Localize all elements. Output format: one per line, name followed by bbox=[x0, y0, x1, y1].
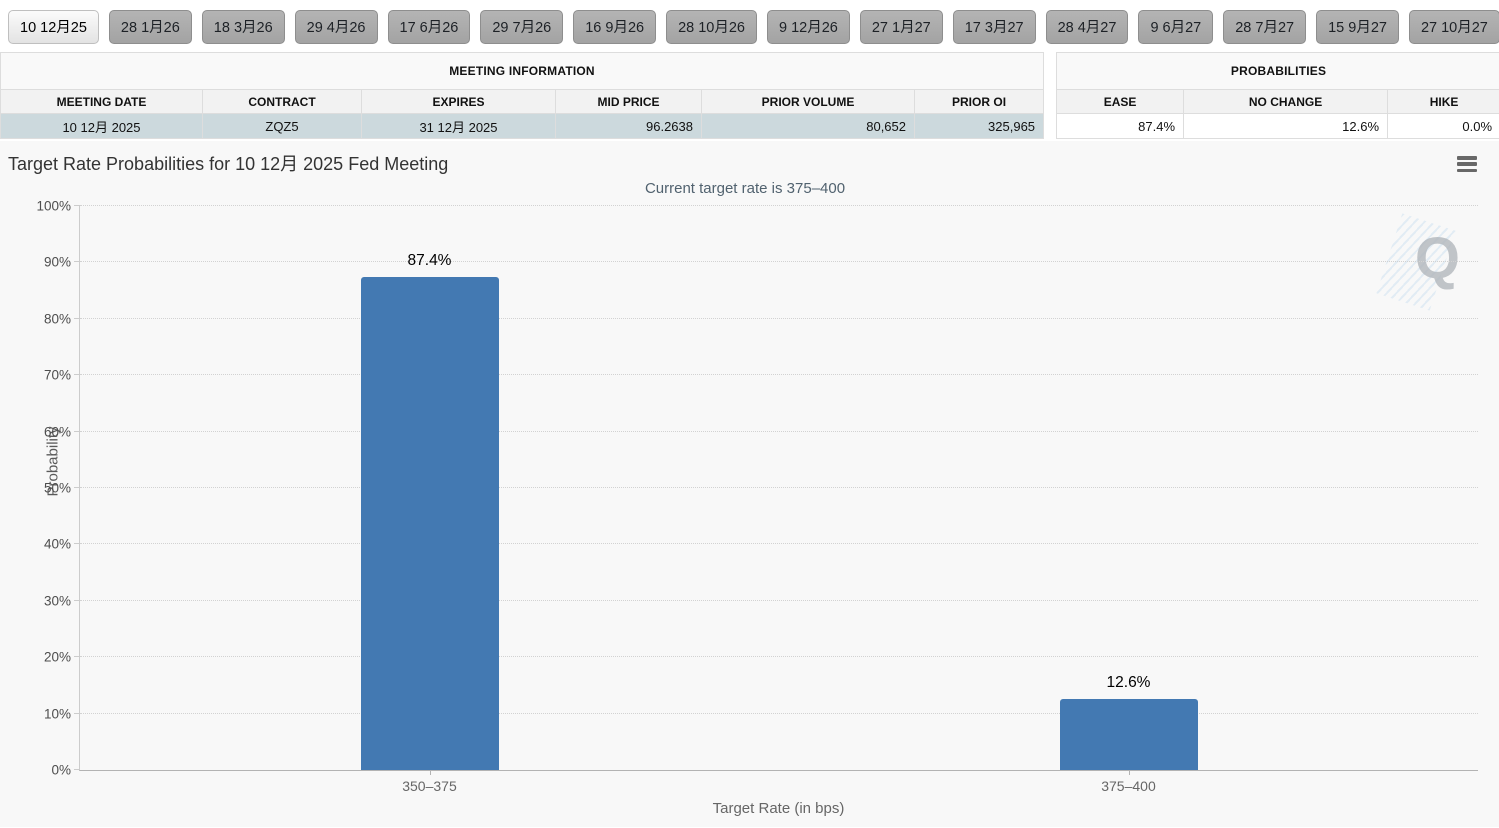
y-axis-label: 40% bbox=[43, 536, 71, 552]
meeting-information-title: MEETING INFORMATION bbox=[0, 52, 1045, 90]
meeting-tab-11[interactable]: 28 4月27 bbox=[1045, 10, 1129, 44]
x-axis-tick bbox=[1128, 770, 1130, 775]
gridline bbox=[80, 712, 1478, 714]
gridline bbox=[80, 430, 1478, 432]
column-header: NO CHANGE bbox=[1183, 89, 1389, 114]
y-axis-tick bbox=[74, 656, 80, 658]
column-header: MID PRICE bbox=[555, 89, 702, 114]
y-axis-label: 10% bbox=[43, 706, 71, 722]
column-header: MEETING DATE bbox=[0, 89, 203, 114]
gridline bbox=[80, 317, 1478, 319]
hamburger-icon bbox=[1457, 168, 1477, 172]
meeting-tab-4[interactable]: 17 6月26 bbox=[387, 10, 471, 44]
probabilities-table: PROBABILITIES EASE NO CHANGE HIKE 87.4% … bbox=[1056, 52, 1499, 139]
y-axis-label: 70% bbox=[43, 367, 71, 383]
y-axis-label: 60% bbox=[43, 424, 71, 440]
y-axis-label: 20% bbox=[43, 649, 71, 665]
chart-title: Target Rate Probabilities for 10 12月 202… bbox=[8, 154, 449, 174]
prior-volume-cell: 80,652 bbox=[701, 113, 915, 139]
gridline bbox=[80, 487, 1478, 488]
column-header: CONTRACT bbox=[202, 89, 362, 114]
meeting-tab-9[interactable]: 27 1月27 bbox=[859, 10, 943, 44]
mid-price-cell: 96.2638 bbox=[555, 113, 702, 139]
gridline bbox=[80, 543, 1478, 545]
expires-cell: 31 12月 2025 bbox=[361, 113, 556, 139]
bar-value-label: 12.6% bbox=[1106, 673, 1151, 691]
y-axis-label: 30% bbox=[43, 593, 71, 609]
y-axis-label: 100% bbox=[36, 198, 71, 214]
y-axis-tick bbox=[74, 543, 80, 545]
y-axis-tick bbox=[74, 430, 80, 432]
y-axis-tick bbox=[74, 205, 80, 206]
meeting-tab-15[interactable]: 27 10月27 bbox=[1408, 10, 1499, 44]
gridline bbox=[80, 599, 1478, 601]
target-rate-chart: Target Rate Probabilities for 10 12月 202… bbox=[0, 141, 1499, 827]
gridline bbox=[80, 205, 1478, 206]
meeting-information-header-row: MEETING DATE CONTRACT EXPIRES MID PRICE … bbox=[0, 89, 1045, 114]
hike-cell: 0.0% bbox=[1387, 113, 1499, 139]
chart-context-menu-button[interactable] bbox=[1457, 156, 1477, 172]
no-change-cell: 12.6% bbox=[1183, 113, 1389, 139]
hamburger-icon bbox=[1457, 156, 1477, 160]
bar-value-label: 87.4% bbox=[407, 252, 452, 270]
x-axis-tick bbox=[429, 770, 431, 775]
x-axis-title: Target Rate (in bps) bbox=[712, 800, 845, 817]
meeting-information-row: 10 12月 2025 ZQZ5 31 12月 2025 96.2638 80,… bbox=[0, 113, 1045, 139]
probabilities-title: PROBABILITIES bbox=[1056, 52, 1499, 90]
column-header: EXPIRES bbox=[361, 89, 556, 114]
info-tables: MEETING INFORMATION MEETING DATE CONTRAC… bbox=[0, 52, 1499, 139]
ease-cell: 87.4% bbox=[1056, 113, 1185, 139]
contract-cell: ZQZ5 bbox=[202, 113, 362, 139]
meeting-tab-3[interactable]: 29 4月26 bbox=[294, 10, 378, 44]
column-header: HIKE bbox=[1387, 89, 1499, 114]
hamburger-icon bbox=[1457, 162, 1477, 166]
meeting-tab-8[interactable]: 9 12月26 bbox=[767, 10, 850, 44]
y-axis-tick bbox=[74, 374, 80, 376]
y-axis-tick bbox=[74, 317, 80, 319]
meeting-tab-2[interactable]: 18 3月26 bbox=[201, 10, 285, 44]
quikstrike-watermark: Q bbox=[1376, 213, 1464, 311]
y-axis-label: 0% bbox=[51, 762, 71, 778]
meeting-tab-10[interactable]: 17 3月27 bbox=[952, 10, 1036, 44]
meeting-tab-12[interactable]: 9 6月27 bbox=[1138, 10, 1214, 44]
meeting-tab-1[interactable]: 28 1月26 bbox=[108, 10, 192, 44]
gridline bbox=[80, 656, 1478, 658]
gridline bbox=[80, 374, 1478, 376]
meeting-tab-6[interactable]: 16 9月26 bbox=[573, 10, 657, 44]
y-axis-tick bbox=[74, 599, 80, 601]
plot-area: Probability Q 0% 10% 20% 30% 40% 50% 60% 70% 80%… bbox=[36, 199, 1478, 794]
meeting-date-cell: 10 12月 2025 bbox=[0, 113, 203, 139]
meeting-tab-13[interactable]: 28 7月27 bbox=[1223, 10, 1307, 44]
probabilities-row: 87.4% 12.6% 0.0% bbox=[1056, 113, 1499, 139]
column-header: PRIOR VOLUME bbox=[701, 89, 915, 114]
column-header: EASE bbox=[1056, 89, 1185, 114]
meeting-tab-7[interactable]: 28 10月26 bbox=[666, 10, 757, 44]
y-axis-tick bbox=[74, 769, 80, 770]
prior-oi-cell: 325,965 bbox=[913, 113, 1045, 139]
meeting-tab-0[interactable]: 10 12月25 bbox=[8, 10, 99, 44]
meeting-information-table: MEETING INFORMATION MEETING DATE CONTRAC… bbox=[0, 52, 1045, 139]
probability-bar-1[interactable] bbox=[1059, 698, 1198, 770]
y-axis-label: 90% bbox=[43, 254, 71, 270]
meeting-date-tab-bar: 10 12月25 28 1月26 18 3月26 29 4月26 17 6月26 29 7… bbox=[0, 0, 1499, 50]
y-axis-tick bbox=[74, 712, 80, 714]
chart-subtitle: Current target rate is 375–400 bbox=[644, 180, 846, 197]
probability-bar-0[interactable] bbox=[360, 277, 499, 770]
y-axis-label: 50% bbox=[43, 480, 71, 496]
y-axis-label: 80% bbox=[43, 311, 71, 327]
gridline bbox=[80, 261, 1478, 263]
meeting-tab-5[interactable]: 29 7月26 bbox=[480, 10, 564, 44]
x-axis-category-label: 350–375 bbox=[402, 778, 457, 794]
x-axis-category-label: 375–400 bbox=[1101, 778, 1156, 794]
watermark-q-logo: Q bbox=[1414, 226, 1460, 291]
meeting-tab-14[interactable]: 15 9月27 bbox=[1316, 10, 1399, 44]
column-header: PRIOR OI bbox=[913, 89, 1045, 114]
y-axis-tick bbox=[74, 487, 80, 488]
y-axis-tick bbox=[74, 261, 80, 263]
probabilities-header-row: EASE NO CHANGE HIKE bbox=[1056, 89, 1499, 114]
